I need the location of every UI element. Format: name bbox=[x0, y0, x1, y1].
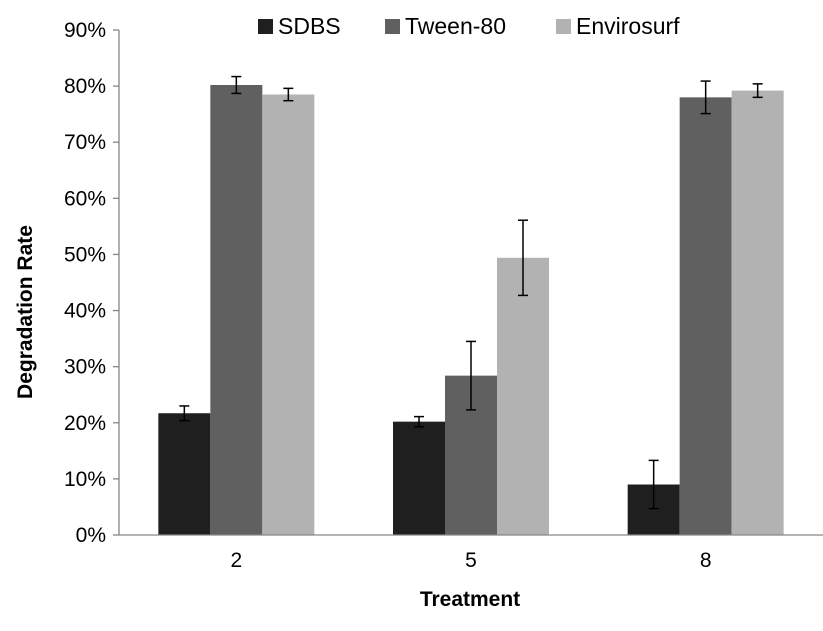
x-tick-label: 2 bbox=[230, 549, 242, 572]
legend: SDBS Tween-80 Envirosurf bbox=[258, 13, 680, 39]
legend-swatch bbox=[258, 19, 273, 34]
y-tick-label: 90% bbox=[64, 19, 106, 42]
legend-item: SDBS bbox=[258, 13, 341, 39]
bar bbox=[679, 97, 732, 535]
y-tick-label: 70% bbox=[64, 131, 106, 154]
bar bbox=[262, 94, 315, 536]
y-tick-label: 80% bbox=[64, 75, 106, 98]
y-tick-label: 40% bbox=[64, 300, 106, 323]
y-tick-label: 60% bbox=[64, 187, 106, 210]
y-tick-label: 50% bbox=[64, 243, 106, 266]
x-tick-label: 8 bbox=[700, 549, 712, 572]
legend-label: Tween-80 bbox=[405, 13, 506, 39]
y-axis: 0% 10% 20% 30% 40% 50% 60% 70% 80% 90% bbox=[64, 19, 120, 547]
y-tick-label: 10% bbox=[64, 468, 106, 491]
legend-item: Tween-80 bbox=[385, 13, 506, 39]
legend-swatch bbox=[385, 19, 400, 34]
error-bars bbox=[179, 75, 763, 510]
y-tick-label: 30% bbox=[64, 356, 106, 379]
y-tick-label: 0% bbox=[76, 524, 106, 547]
bar bbox=[731, 90, 784, 535]
legend-item: Envirosurf bbox=[556, 13, 680, 39]
y-axis-title: Degradation Rate bbox=[14, 225, 37, 399]
legend-label: SDBS bbox=[278, 13, 341, 39]
y-tick-label: 20% bbox=[64, 412, 106, 435]
x-axis-title: Treatment bbox=[420, 588, 520, 611]
bar bbox=[158, 413, 211, 535]
bar bbox=[393, 421, 445, 535]
bar bbox=[210, 84, 263, 535]
x-tick-label: 5 bbox=[465, 549, 477, 572]
bars bbox=[158, 84, 784, 536]
legend-swatch bbox=[556, 19, 571, 34]
legend-label: Envirosurf bbox=[576, 13, 680, 39]
bar bbox=[497, 257, 549, 535]
x-axis: 2 5 8 bbox=[119, 534, 823, 572]
